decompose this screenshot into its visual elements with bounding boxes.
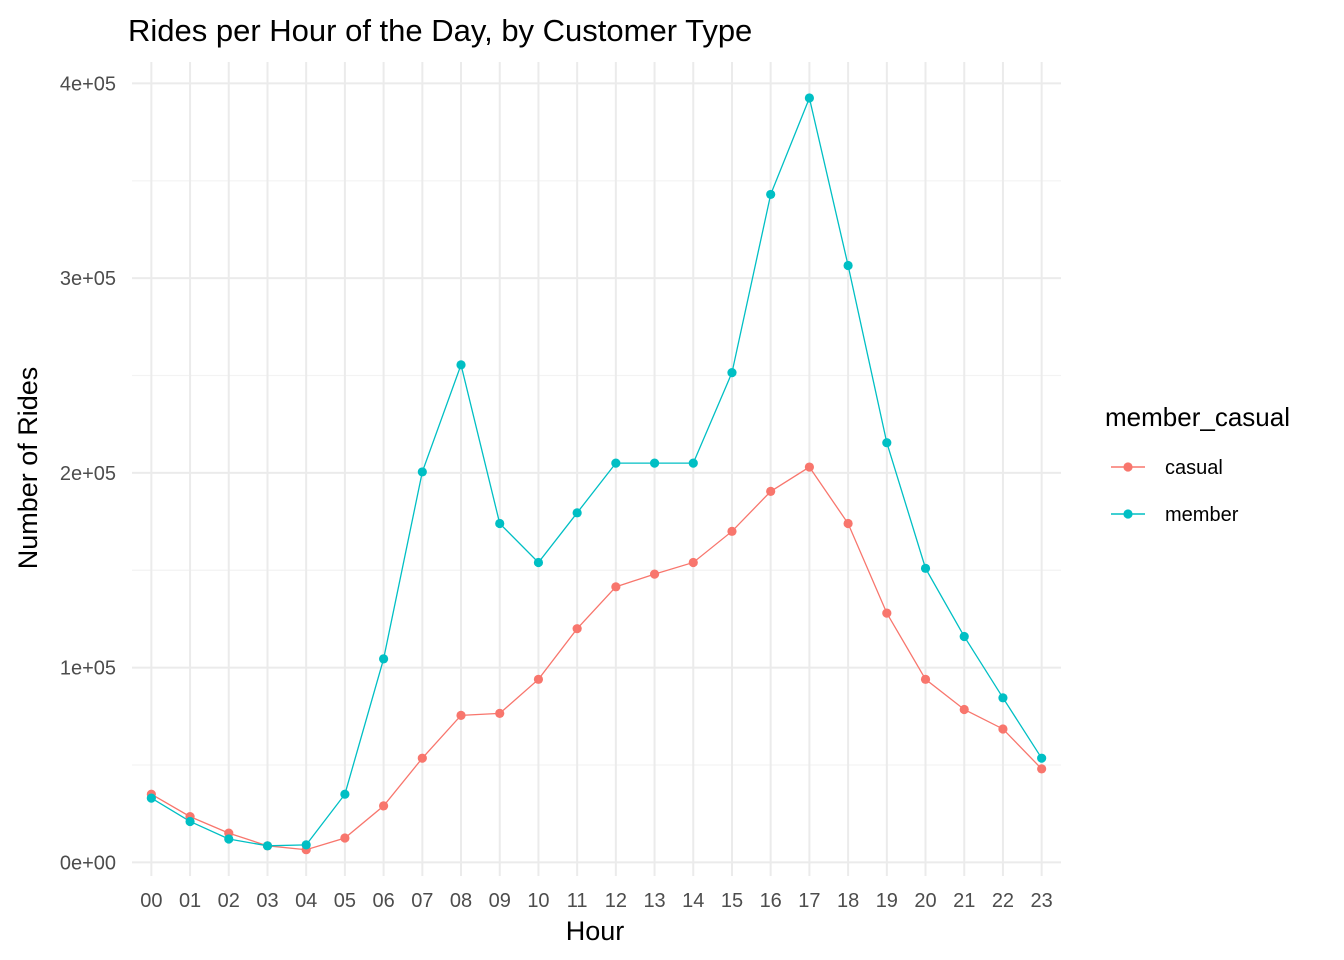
data-point-casual	[649, 569, 660, 579]
data-point-member	[804, 93, 814, 103]
x-tick-label: 18	[837, 890, 859, 912]
data-point-member	[727, 368, 737, 378]
data-point-member	[301, 840, 311, 850]
data-point-member	[649, 458, 660, 468]
y-tick-label: 1e+05	[60, 658, 116, 680]
x-axis-tick-labels: 00 01 02 03 04 05 06 07 08 09 10 11 12 13 14 15 16 17 18 19…	[140, 890, 1053, 912]
data-point-member	[224, 834, 234, 844]
x-tick-label: 15	[721, 890, 743, 912]
x-tick-label: 07	[411, 890, 433, 912]
data-point-casual	[882, 608, 892, 618]
x-tick-label: 08	[450, 890, 472, 912]
y-axis-tick-labels: 0e+00 1e+05 2e+05 3e+05 4e+05	[60, 73, 116, 874]
x-tick-label: 21	[953, 890, 975, 912]
data-point-casual	[379, 801, 389, 811]
data-point-casual	[688, 557, 698, 568]
data-point-casual	[766, 486, 776, 496]
data-point-casual	[456, 710, 466, 720]
data-point-member	[495, 518, 505, 529]
x-tick-label: 06	[372, 890, 394, 912]
series-lines	[151, 95, 1043, 851]
data-point-member	[959, 631, 969, 642]
data-point-member	[185, 816, 195, 827]
data-point-member	[533, 557, 544, 568]
x-tick-label: 16	[760, 890, 782, 912]
data-point-member	[146, 793, 156, 803]
data-point-casual	[495, 708, 505, 718]
series-line-member	[151, 95, 1043, 847]
x-tick-label: 19	[876, 890, 898, 912]
data-point-member	[611, 458, 621, 468]
x-tick-label: 02	[218, 890, 240, 912]
data-point-member	[920, 563, 931, 573]
x-axis-title: Hour	[566, 916, 625, 946]
data-point-casual	[417, 753, 427, 763]
x-tick-label: 01	[179, 890, 201, 912]
data-point-member	[882, 438, 892, 448]
x-tick-label: 22	[992, 890, 1014, 912]
legend-title: member_casual	[1105, 402, 1290, 432]
data-point-casual	[804, 462, 814, 472]
x-tick-label: 11	[567, 890, 588, 912]
data-point-casual	[340, 833, 350, 843]
data-point-member	[1037, 753, 1047, 763]
data-point-casual	[1037, 764, 1047, 774]
x-tick-label: 05	[334, 890, 356, 912]
data-point-casual	[727, 526, 737, 536]
data-point-member	[843, 260, 853, 271]
data-point-member	[379, 654, 389, 664]
series-line-casual	[151, 466, 1043, 851]
legend-label-casual: casual	[1165, 457, 1223, 479]
x-tick-label: 04	[295, 890, 317, 912]
y-tick-label: 3e+05	[60, 268, 116, 290]
y-tick-label: 0e+00	[60, 852, 116, 874]
data-point-member	[766, 189, 776, 200]
data-point-member	[417, 467, 427, 477]
data-point-member	[340, 789, 350, 799]
x-tick-label: 20	[914, 890, 936, 912]
data-point-casual	[572, 624, 582, 634]
chart-title: Rides per Hour of the Day, by Customer T…	[128, 13, 752, 48]
data-point-casual	[611, 582, 621, 592]
legend: member_casual casual member	[1105, 402, 1290, 526]
data-point-casual	[920, 674, 931, 684]
data-point-casual	[533, 674, 544, 684]
legend-key-point	[1123, 462, 1133, 472]
data-point-member	[456, 360, 466, 370]
y-axis-title: Number of Rides	[13, 367, 43, 570]
x-tick-label: 10	[527, 890, 549, 912]
x-tick-label: 17	[798, 890, 820, 912]
series-points	[146, 93, 1047, 855]
data-point-casual	[998, 724, 1008, 734]
y-tick-label: 4e+05	[60, 73, 116, 95]
data-point-member	[998, 693, 1008, 703]
x-tick-label: 00	[140, 890, 162, 912]
x-tick-label: 09	[489, 890, 511, 912]
data-point-casual	[843, 518, 853, 529]
y-tick-label: 2e+05	[60, 463, 116, 485]
data-point-member	[688, 458, 698, 468]
x-tick-label: 12	[605, 890, 627, 912]
x-tick-label: 13	[643, 890, 665, 912]
plot-grid	[132, 62, 1061, 876]
data-point-member	[262, 841, 273, 851]
data-point-member	[572, 508, 582, 518]
data-point-casual	[959, 704, 969, 715]
x-tick-label: 23	[1031, 890, 1053, 912]
legend-label-member: member	[1165, 504, 1239, 526]
x-tick-label: 14	[682, 890, 704, 912]
x-tick-label: 03	[256, 890, 278, 912]
legend-key-point	[1123, 509, 1133, 519]
